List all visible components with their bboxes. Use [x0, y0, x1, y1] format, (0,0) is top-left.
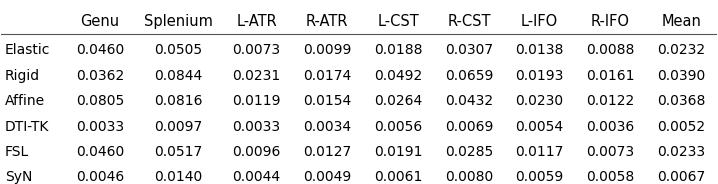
Text: SyN: SyN [5, 170, 32, 184]
Text: 0.0138: 0.0138 [516, 43, 564, 57]
Text: 0.0122: 0.0122 [587, 94, 635, 108]
Text: 0.0517: 0.0517 [154, 145, 202, 159]
Text: Rigid: Rigid [5, 69, 40, 83]
Text: 0.0033: 0.0033 [76, 120, 124, 134]
Text: 0.0097: 0.0097 [154, 120, 202, 134]
Text: Elastic: Elastic [5, 43, 50, 57]
Text: 0.0127: 0.0127 [303, 145, 352, 159]
Text: 0.0805: 0.0805 [76, 94, 124, 108]
Text: Splenium: Splenium [144, 13, 213, 29]
Text: L-CST: L-CST [377, 13, 419, 29]
Text: 0.0049: 0.0049 [303, 170, 352, 184]
Text: 0.0307: 0.0307 [445, 43, 493, 57]
Text: 0.0161: 0.0161 [586, 69, 635, 83]
Text: 0.0193: 0.0193 [516, 69, 564, 83]
Text: FSL: FSL [5, 145, 29, 159]
Text: 0.0033: 0.0033 [233, 120, 281, 134]
Text: 0.0140: 0.0140 [154, 170, 202, 184]
Text: 0.0054: 0.0054 [516, 120, 564, 134]
Text: 0.0036: 0.0036 [587, 120, 635, 134]
Text: 0.0117: 0.0117 [516, 145, 564, 159]
Text: 0.0056: 0.0056 [374, 120, 422, 134]
Text: 0.0285: 0.0285 [444, 145, 493, 159]
Text: 0.0232: 0.0232 [657, 43, 705, 57]
Text: 0.0058: 0.0058 [587, 170, 635, 184]
Text: Affine: Affine [5, 94, 45, 108]
Text: 0.0505: 0.0505 [154, 43, 202, 57]
Text: 0.0390: 0.0390 [657, 69, 705, 83]
Text: 0.0073: 0.0073 [233, 43, 281, 57]
Text: 0.0069: 0.0069 [444, 120, 493, 134]
Text: 0.0230: 0.0230 [516, 94, 564, 108]
Text: 0.0362: 0.0362 [76, 69, 124, 83]
Text: Mean: Mean [661, 13, 701, 29]
Text: DTI-TK: DTI-TK [5, 120, 50, 134]
Text: 0.0460: 0.0460 [76, 43, 124, 57]
Text: 0.0460: 0.0460 [76, 145, 124, 159]
Text: R-ATR: R-ATR [306, 13, 348, 29]
Text: 0.0067: 0.0067 [657, 170, 705, 184]
Text: 0.0432: 0.0432 [445, 94, 493, 108]
Text: 0.0099: 0.0099 [303, 43, 352, 57]
Text: 0.0052: 0.0052 [657, 120, 705, 134]
Text: 0.0044: 0.0044 [233, 170, 281, 184]
Text: 0.0816: 0.0816 [154, 94, 202, 108]
Text: 0.0659: 0.0659 [444, 69, 493, 83]
Text: 0.0264: 0.0264 [374, 94, 422, 108]
Text: 0.0368: 0.0368 [657, 94, 705, 108]
Text: 0.0154: 0.0154 [303, 94, 352, 108]
Text: 0.0073: 0.0073 [587, 145, 635, 159]
Text: 0.0231: 0.0231 [233, 69, 281, 83]
Text: 0.0174: 0.0174 [303, 69, 352, 83]
Text: 0.0034: 0.0034 [303, 120, 351, 134]
Text: 0.0492: 0.0492 [374, 69, 422, 83]
Text: 0.0096: 0.0096 [233, 145, 281, 159]
Text: 0.0080: 0.0080 [444, 170, 493, 184]
Text: R-CST: R-CST [447, 13, 490, 29]
Text: 0.0088: 0.0088 [587, 43, 635, 57]
Text: 0.0191: 0.0191 [374, 145, 422, 159]
Text: 0.0046: 0.0046 [76, 170, 124, 184]
Text: 0.0233: 0.0233 [657, 145, 705, 159]
Text: L-ATR: L-ATR [236, 13, 277, 29]
Text: 0.0844: 0.0844 [154, 69, 202, 83]
Text: 0.0061: 0.0061 [374, 170, 422, 184]
Text: R-IFO: R-IFO [591, 13, 630, 29]
Text: 0.0119: 0.0119 [233, 94, 281, 108]
Text: 0.0059: 0.0059 [516, 170, 564, 184]
Text: Genu: Genu [80, 13, 120, 29]
Text: L-IFO: L-IFO [521, 13, 559, 29]
Text: 0.0188: 0.0188 [374, 43, 422, 57]
